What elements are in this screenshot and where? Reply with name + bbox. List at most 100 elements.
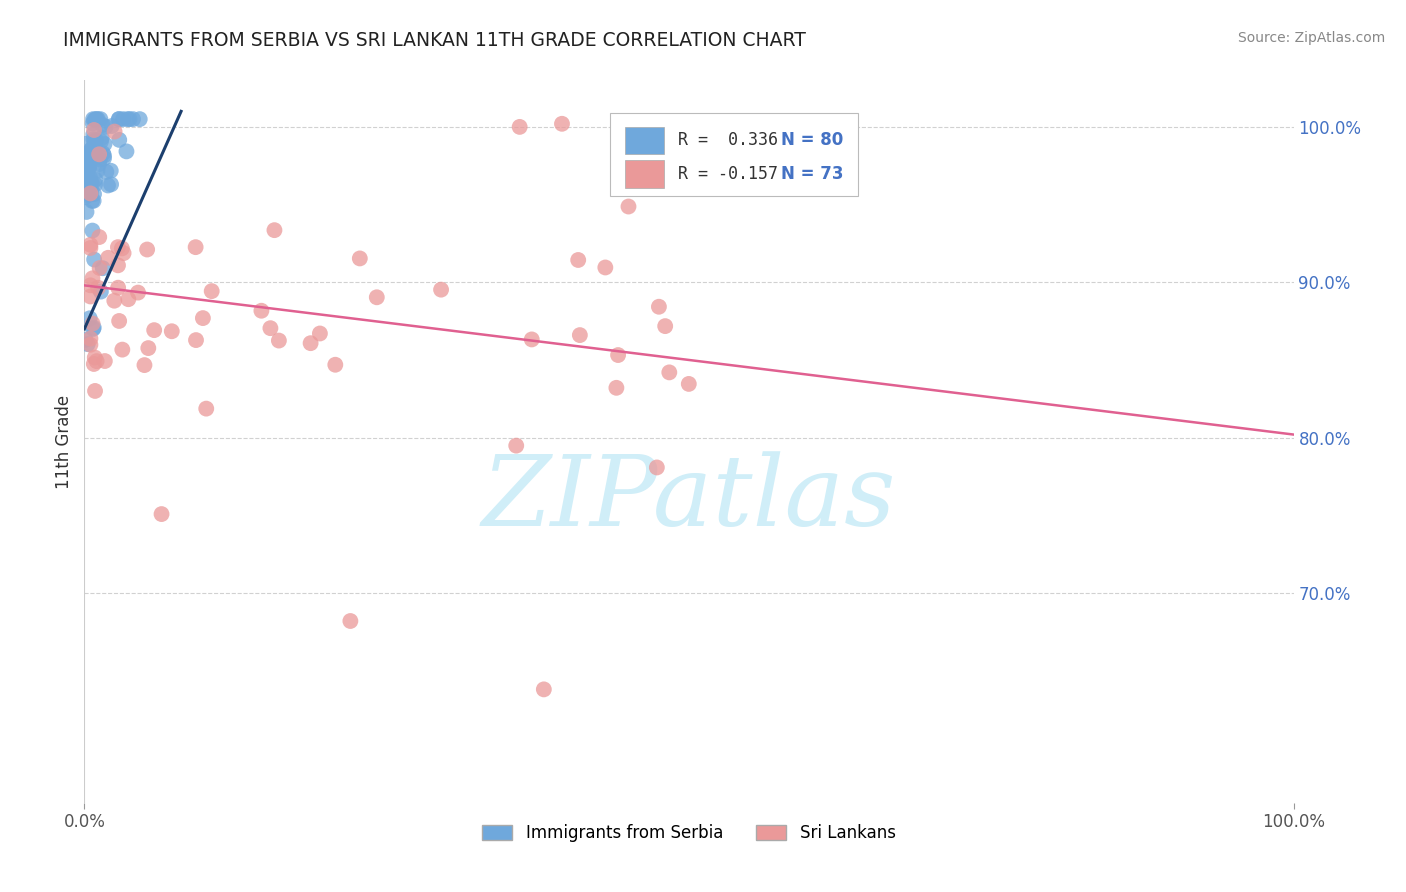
Point [79,311,101,326]
Point [91,261,114,276]
Text: R =  0.336: R = 0.336 [678,131,778,149]
Point [117,112,139,127]
Point [108,314,131,328]
Point [263,223,285,237]
Point [76,168,98,182]
Point [160,324,183,338]
Point [605,381,627,395]
Point [73,136,96,151]
Point [103,293,125,308]
Point [143,323,166,337]
Point [79,187,101,202]
Point [79,177,101,191]
Point [89,112,111,127]
Point [82,141,104,155]
Point [107,258,129,272]
Point [79,289,101,303]
Y-axis label: 11th Grade: 11th Grade [55,394,73,489]
Point [108,112,131,127]
Point [75,160,97,174]
Point [83,112,105,127]
Point [90,134,112,148]
Point [100,178,122,192]
Point [76,205,98,219]
Point [112,112,135,127]
Point [509,120,531,134]
Point [77,152,100,166]
Point [82,322,104,336]
Point [75,172,97,186]
Point [84,140,107,154]
Point [136,341,159,355]
Point [87,147,110,161]
Point [84,178,107,192]
Point [75,190,97,204]
Point [195,401,218,416]
Point [91,146,114,161]
Point [79,171,101,186]
Point [82,177,104,191]
Point [82,128,104,142]
Point [79,332,101,346]
Point [79,153,101,168]
Point [607,348,630,362]
Point [77,161,100,175]
Point [89,230,111,244]
Point [107,112,129,127]
Text: N = 73: N = 73 [780,165,844,183]
Point [191,311,214,326]
Point [83,357,105,371]
Point [96,165,118,179]
Point [654,319,676,334]
Text: Source: ZipAtlas.com: Source: ZipAtlas.com [1237,31,1385,45]
Point [107,240,129,254]
Point [111,343,134,357]
Point [678,376,700,391]
Point [83,123,105,137]
Point [97,251,120,265]
Point [82,143,104,157]
Point [201,284,224,298]
Point [87,281,110,295]
Point [533,682,555,697]
FancyBboxPatch shape [610,112,858,196]
Point [83,132,105,146]
Point [83,134,105,148]
Point [83,320,105,334]
Point [259,321,281,335]
Point [122,112,145,127]
Point [80,186,103,200]
Point [79,241,101,255]
Point [82,116,104,130]
Point [84,112,107,127]
Point [75,147,97,161]
Point [184,333,207,347]
Point [93,148,115,162]
Point [91,118,114,132]
Point [107,281,129,295]
Point [75,180,97,194]
Point [84,384,107,398]
Point [75,333,97,347]
Point [430,283,453,297]
Point [117,292,139,306]
Point [104,124,127,138]
Point [73,169,96,184]
Point [93,151,115,165]
Legend: Immigrants from Serbia, Sri Lankans: Immigrants from Serbia, Sri Lankans [475,817,903,848]
Point [118,112,141,127]
Point [89,260,111,275]
Point [111,241,134,255]
Text: R = -0.157: R = -0.157 [678,165,778,183]
Point [82,271,104,285]
Point [323,358,346,372]
Point [567,252,589,267]
Point [86,163,108,178]
Point [90,285,112,299]
Point [309,326,332,341]
Point [100,163,122,178]
Point [520,333,543,347]
Point [366,290,388,304]
Point [77,156,100,170]
Point [80,151,103,165]
